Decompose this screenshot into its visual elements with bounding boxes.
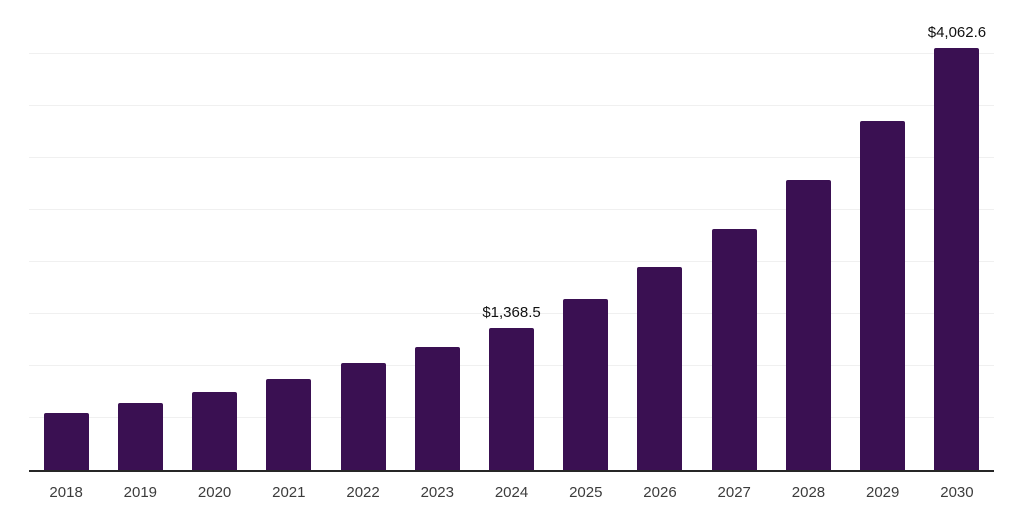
plot-area: $1,368.5 $4,062.6 [29,0,994,470]
gridline-1500 [29,313,994,315]
bar-col-2021 [252,0,326,470]
bar-col-2022 [326,0,400,470]
x-tick-label-2018: 2018 [49,484,83,501]
x-tick-label-2030: 2030 [940,484,974,501]
bar-2024 [489,327,535,470]
x-tick-label-2025: 2025 [569,484,603,501]
bars-row: $1,368.5 $4,062.6 [29,0,994,470]
x-tick-label-2019: 2019 [123,484,158,501]
bar-col-2020 [177,0,251,470]
bar-col-2027 [697,0,771,470]
gridline-4000 [29,53,994,55]
x-tick-label-2027: 2027 [717,484,751,501]
x-tick-label-2023: 2023 [420,484,454,501]
x-tick-label-2028: 2028 [791,484,826,501]
x-tick-label-2026: 2026 [643,484,677,501]
bar-2021 [266,378,312,470]
bar-col-2025 [549,0,623,470]
bar-value-label-2030: $4,062.6 [927,23,987,41]
bar-col-2023 [400,0,474,470]
bar-2028 [785,179,831,470]
bar-2018 [43,412,89,470]
x-tick-label-2020: 2020 [197,484,232,501]
bar-2023 [414,346,460,470]
x-tick-label-2022: 2022 [346,484,380,501]
bar-col-2028 [771,0,845,470]
bar-2019 [117,402,163,470]
x-axis-line [29,470,994,472]
gridline-3000 [29,157,994,159]
x-tick-label-2024: 2024 [494,484,529,501]
bar-2029 [860,120,906,470]
bar-value-label-2024: $1,368.5 [482,303,541,321]
bar-col-2026 [623,0,697,470]
bar-col-2019 [103,0,177,470]
x-axis-tick-labels: 2018 2019 2020 2021 2022 2023 2024 2025 2026 2027… [29,485,994,500]
bar-2020 [192,391,238,470]
bar-2022 [340,362,386,470]
bar-2025 [563,298,609,470]
bar-col-2030: $4,062.6 [920,0,994,470]
bar-2027 [711,228,757,470]
bar-col-2018 [29,0,103,470]
x-tick-label-2021: 2021 [272,484,306,501]
bar-2026 [637,267,683,470]
gridline-2500 [29,209,994,211]
x-tick-label-2029: 2029 [866,484,900,501]
bar-col-2024: $1,368.5 [474,0,548,470]
bar-col-2029 [846,0,920,470]
bar-2030 [934,47,980,470]
gridline-3500 [29,105,994,107]
gridline-2000 [29,261,994,263]
